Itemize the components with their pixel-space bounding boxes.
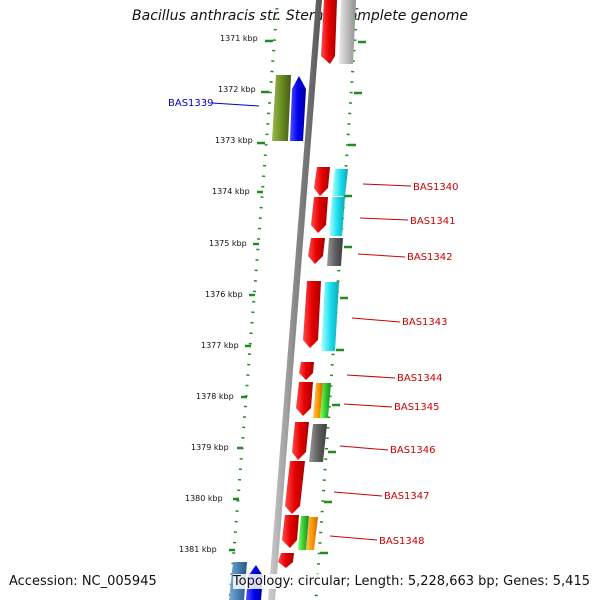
gene-label-bas1343[interactable]: BAS1343 [402,317,448,328]
gene-feature[interactable] [308,238,325,264]
ruler-label-1377: 1377 kbp [201,341,239,350]
leader-line [211,102,260,107]
gene-label-bas1341[interactable]: BAS1341 [410,216,456,227]
ruler-label-1372: 1372 kbp [218,85,256,94]
ruler-label-1376: 1376 kbp [205,290,243,299]
gene-feature[interactable] [313,383,323,418]
gene-label-bas1346[interactable]: BAS1346 [390,445,436,456]
reverse-strand-features[interactable] [229,75,306,600]
gene-label-bas1339[interactable]: BAS1339 [168,98,214,109]
ruler-label-1374: 1374 kbp [212,187,250,196]
gene-feature[interactable] [327,238,343,266]
gene-feature[interactable] [296,382,313,416]
ruler-label-1381: 1381 kbp [179,545,217,554]
label-leaders [211,102,412,541]
ruler-ticks [229,39,366,555]
leader-line [339,445,389,451]
gene-feature[interactable] [306,517,318,550]
genome-summary-text: Topology: circular; Length: 5,228,663 bp… [232,574,590,589]
gene-feature[interactable] [332,169,348,196]
gene-labels[interactable]: BAS1339 BAS1340 BAS1341 BAS1342 BAS1343 … [168,98,459,547]
ruler-label-1371: 1371 kbp [220,34,258,43]
ruler-label-1379: 1379 kbp [191,443,229,452]
gene-label-bas1342[interactable]: BAS1342 [407,252,453,263]
gene-feature[interactable] [272,75,291,141]
gene-label-bas1340[interactable]: BAS1340 [413,182,459,193]
gene-feature[interactable] [290,76,306,141]
gene-feature[interactable] [309,424,327,462]
gene-label-bas1347[interactable]: BAS1347 [384,491,430,502]
gene-feature[interactable] [303,281,321,348]
leader-line [357,253,406,258]
inner-track-boundary [228,7,279,600]
leader-line [351,317,401,323]
gene-label-bas1345[interactable]: BAS1345 [394,402,440,413]
gene-feature[interactable] [321,0,337,64]
leader-line [346,374,396,379]
map-title: Bacillus anthracis str. Sterne, complete… [132,8,468,24]
gene-feature[interactable] [299,362,314,380]
gene-feature[interactable] [282,515,299,548]
gene-feature[interactable] [298,516,309,550]
leader-line [362,183,412,187]
gene-feature[interactable] [329,197,345,236]
ruler-label-1378: 1378 kbp [196,392,234,401]
ruler-label-1375: 1375 kbp [209,239,247,248]
outer-track-boundary [314,7,359,600]
ruler-labels: 1371 kbp 1372 kbp 1373 kbp 1374 kbp 1375… [179,34,258,554]
gene-feature[interactable] [314,167,330,196]
forward-strand-features[interactable] [278,0,356,568]
gene-feature[interactable] [321,282,339,351]
leader-line [359,217,409,221]
gene-feature[interactable] [292,422,309,460]
gene-feature[interactable] [278,553,294,568]
gene-feature[interactable] [285,461,305,514]
gene-feature[interactable] [320,383,331,418]
genome-backbone [268,0,322,600]
ruler-label-1380: 1380 kbp [185,494,223,503]
accession-text: Accession: NC_005945 [9,574,157,589]
leader-line [343,403,393,408]
ruler-label-1373: 1373 kbp [215,136,253,145]
leader-line [329,535,378,541]
leader-line [333,491,383,497]
gene-feature[interactable] [339,0,356,64]
gene-label-bas1344[interactable]: BAS1344 [397,373,443,384]
gene-label-bas1348[interactable]: BAS1348 [379,536,425,547]
gene-feature[interactable] [311,197,328,233]
